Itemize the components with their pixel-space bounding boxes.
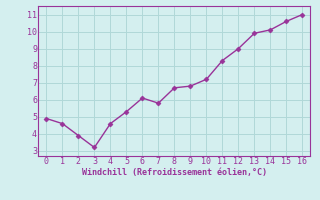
X-axis label: Windchill (Refroidissement éolien,°C): Windchill (Refroidissement éolien,°C) bbox=[82, 168, 267, 177]
